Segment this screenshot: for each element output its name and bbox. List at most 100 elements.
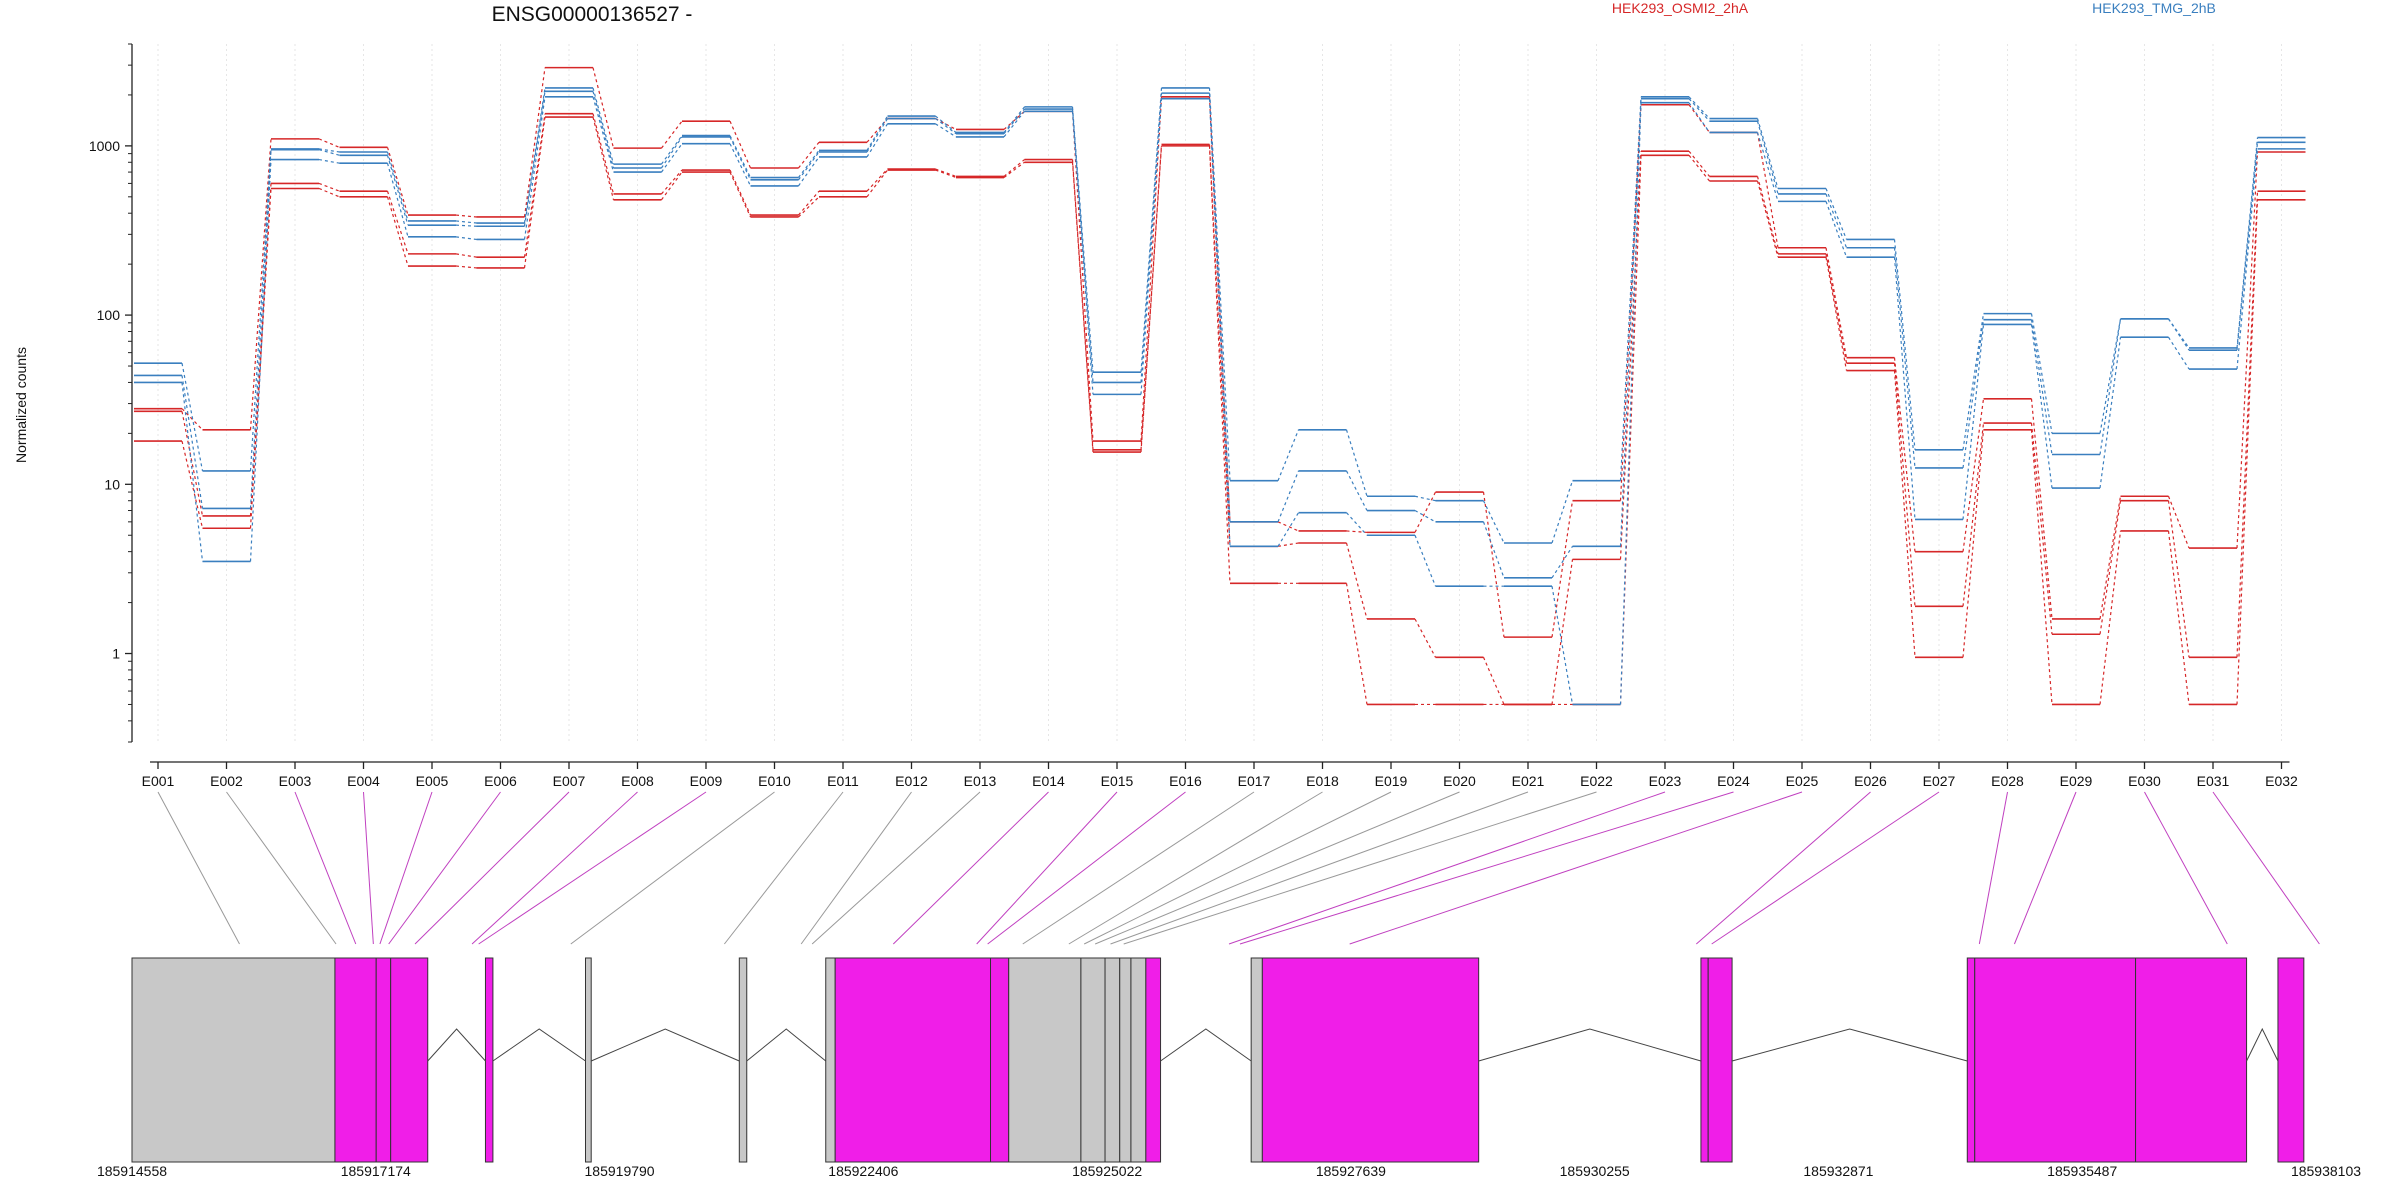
exon-transition-line bbox=[249, 149, 272, 509]
exon-transition-line bbox=[1345, 542, 1368, 620]
coordinate-label: 185914558 bbox=[97, 1163, 167, 1179]
x-tick-label: E023 bbox=[1649, 773, 1682, 789]
exon-transition-line bbox=[1619, 102, 1642, 705]
exon-transition-line bbox=[1825, 253, 1848, 364]
exon-transition-line bbox=[2030, 313, 2053, 434]
exon-transition-line bbox=[660, 136, 683, 169]
exon-transition-line bbox=[2099, 318, 2122, 455]
exon-transition-line bbox=[1345, 429, 1368, 497]
exon-connector bbox=[388, 791, 501, 945]
exon-transition-line bbox=[1277, 470, 1300, 523]
exon-transition-line bbox=[798, 151, 820, 181]
exon-connector bbox=[723, 791, 844, 945]
coordinate-label: 185927639 bbox=[1316, 1163, 1386, 1179]
x-tick-label: E008 bbox=[621, 773, 654, 789]
y-tick-label: 1 bbox=[112, 646, 120, 662]
exon-transition-line bbox=[798, 156, 820, 187]
exon-transition-line bbox=[318, 158, 340, 164]
gene-model bbox=[131, 957, 2305, 1163]
noncoding-exon-block bbox=[1080, 957, 1106, 1163]
y-axis-label: Normalized counts bbox=[13, 347, 29, 463]
series-6 bbox=[134, 95, 2306, 706]
exon-transition-line bbox=[1482, 657, 1505, 705]
x-tick-label: E001 bbox=[142, 773, 175, 789]
exon-connector bbox=[2144, 791, 2228, 945]
exon-transition-line bbox=[661, 143, 683, 173]
exon-transition-line bbox=[1482, 491, 1505, 638]
intron-line bbox=[746, 1028, 827, 1062]
noncoding-exon-block bbox=[738, 957, 748, 1163]
intron-line bbox=[427, 1028, 486, 1062]
y-axis: 1 10 100 1000 bbox=[89, 43, 133, 743]
exon-transition-line bbox=[1208, 87, 1231, 481]
exon-transition-line bbox=[455, 236, 477, 241]
exon-transition-line bbox=[866, 118, 889, 153]
exon-transition-line bbox=[1962, 324, 1985, 520]
exon-transition-line bbox=[2167, 336, 2190, 370]
exon-transition-line bbox=[523, 91, 546, 227]
exon-transition-line bbox=[935, 123, 957, 138]
y-tick-label: 1000 bbox=[89, 138, 120, 154]
exon-transition-line bbox=[866, 168, 888, 192]
exon-transition-line bbox=[1825, 257, 1848, 371]
exon-transition-line bbox=[1482, 500, 1505, 544]
exon-transition-line bbox=[455, 220, 477, 224]
exon-transition-line bbox=[1688, 98, 1710, 122]
exon-transition-line bbox=[2030, 398, 2053, 620]
coding-exon-block bbox=[1700, 957, 1709, 1163]
exon-transition-line bbox=[386, 196, 409, 267]
intron-line bbox=[2246, 1027, 2279, 1062]
exon-transition-line bbox=[2030, 429, 2053, 705]
x-tick-label: E010 bbox=[758, 773, 791, 789]
exon-transition-line bbox=[1756, 180, 1779, 258]
exon-transition-line bbox=[729, 135, 752, 178]
x-tick-label: E031 bbox=[2197, 773, 2230, 789]
exon-transition-line bbox=[1962, 319, 1985, 468]
coordinate-label: 185917174 bbox=[341, 1163, 411, 1179]
x-tick-label: E007 bbox=[553, 773, 586, 789]
exon-transition-line bbox=[1688, 154, 1710, 182]
noncoding-exon-block bbox=[825, 957, 836, 1163]
x-tick-label: E027 bbox=[1923, 773, 1956, 789]
exon-transition-line bbox=[1825, 188, 1848, 240]
series-layer bbox=[134, 66, 2306, 706]
exon-transition-line bbox=[1688, 96, 1710, 119]
coding-exon-block bbox=[1145, 957, 1162, 1163]
exon-transition-line bbox=[1825, 193, 1848, 248]
coordinate-label: 185930255 bbox=[1560, 1163, 1630, 1179]
exon-transition-line bbox=[318, 182, 340, 192]
exon-transition-line bbox=[2099, 318, 2122, 434]
exon-transition-line bbox=[2168, 318, 2190, 349]
x-tick-label: E012 bbox=[895, 773, 928, 789]
y-tick-label: 10 bbox=[104, 476, 120, 492]
exon-connector bbox=[471, 791, 638, 945]
exon-connector bbox=[1068, 791, 1323, 945]
exon-transition-line bbox=[1551, 500, 1574, 638]
exon-transition-line bbox=[386, 155, 409, 226]
exon-connector bbox=[1228, 791, 1666, 945]
exon-transition-line bbox=[455, 224, 477, 227]
intron-line bbox=[1731, 1028, 1968, 1062]
exon-transition-line bbox=[1688, 150, 1710, 177]
exon-transition-line bbox=[386, 163, 409, 238]
exon-connector bbox=[294, 791, 357, 945]
intron-line bbox=[1478, 1028, 1702, 1062]
exon-transition-line bbox=[1208, 144, 1231, 547]
noncoding-exon-block bbox=[1104, 957, 1121, 1163]
exon-transition-line bbox=[798, 150, 820, 178]
exon-transition-line bbox=[1277, 429, 1300, 481]
exon-transition-line bbox=[1688, 102, 1710, 133]
x-tick-label: E015 bbox=[1101, 773, 1134, 789]
exon-transition-line bbox=[1893, 257, 1916, 520]
noncoding-exon-block bbox=[1119, 957, 1132, 1163]
exon-transition-line bbox=[1551, 559, 1574, 705]
exon-transition-line bbox=[1825, 201, 1848, 258]
coding-exon-block bbox=[2277, 957, 2305, 1163]
exon-transition-line bbox=[181, 363, 204, 472]
x-tick-label: E011 bbox=[827, 773, 859, 789]
exon-transition-line bbox=[1825, 247, 1848, 358]
coding-exon-block bbox=[375, 957, 392, 1163]
noncoding-exon-block bbox=[1008, 957, 1082, 1163]
exon-transition-line bbox=[455, 265, 477, 269]
